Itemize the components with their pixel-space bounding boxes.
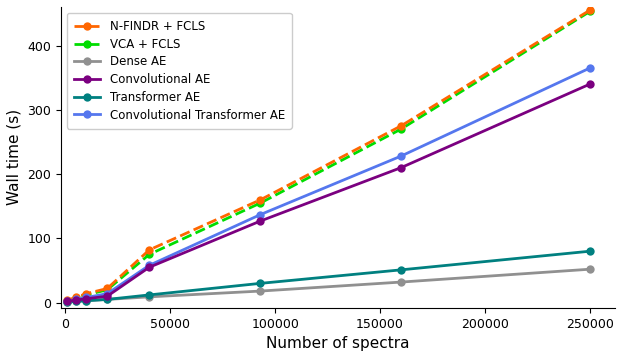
- Convolutional Transformer AE: [145, 263, 153, 267]
- Line: Convolutional Transformer AE: Convolutional Transformer AE: [63, 64, 594, 305]
- N-FINDR + FCLS: [586, 8, 593, 12]
- Dense AE: [397, 280, 405, 284]
- N-FINDR + FCLS: [64, 298, 71, 302]
- VCA + FCLS: [104, 287, 111, 292]
- Line: Transformer AE: Transformer AE: [63, 247, 594, 306]
- VCA + FCLS: [397, 127, 405, 131]
- Line: Dense AE: Dense AE: [63, 265, 594, 306]
- VCA + FCLS: [256, 201, 264, 205]
- N-FINDR + FCLS: [145, 248, 153, 252]
- Convolutional AE: [145, 265, 153, 270]
- N-FINDR + FCLS: [104, 286, 111, 291]
- Line: Convolutional AE: Convolutional AE: [63, 80, 594, 305]
- Transformer AE: [145, 293, 153, 297]
- Convolutional Transformer AE: [256, 212, 264, 217]
- Line: N-FINDR + FCLS: N-FINDR + FCLS: [63, 6, 594, 304]
- Dense AE: [72, 299, 79, 304]
- Convolutional Transformer AE: [64, 299, 71, 304]
- Y-axis label: Wall time (s): Wall time (s): [7, 109, 22, 205]
- Convolutional Transformer AE: [82, 295, 90, 300]
- Convolutional AE: [82, 297, 90, 301]
- VCA + FCLS: [64, 299, 71, 303]
- Legend: N-FINDR + FCLS, VCA + FCLS, Dense AE, Convolutional AE, Transformer AE, Convolut: N-FINDR + FCLS, VCA + FCLS, Dense AE, Co…: [67, 13, 292, 129]
- Convolutional Transformer AE: [72, 297, 79, 301]
- VCA + FCLS: [586, 9, 593, 14]
- Convolutional Transformer AE: [397, 154, 405, 158]
- Dense AE: [104, 297, 111, 301]
- N-FINDR + FCLS: [397, 124, 405, 128]
- Transformer AE: [256, 281, 264, 285]
- N-FINDR + FCLS: [256, 198, 264, 202]
- X-axis label: Number of spectra: Number of spectra: [266, 336, 410, 351]
- Transformer AE: [104, 297, 111, 301]
- Transformer AE: [64, 300, 71, 304]
- Convolutional Transformer AE: [586, 66, 593, 70]
- Convolutional AE: [72, 298, 79, 302]
- Dense AE: [586, 267, 593, 271]
- VCA + FCLS: [72, 296, 79, 300]
- Convolutional AE: [397, 165, 405, 170]
- Dense AE: [256, 289, 264, 293]
- Convolutional Transformer AE: [104, 291, 111, 296]
- Convolutional AE: [586, 82, 593, 86]
- Convolutional AE: [104, 294, 111, 298]
- Transformer AE: [586, 249, 593, 253]
- N-FINDR + FCLS: [72, 295, 79, 300]
- Line: VCA + FCLS: VCA + FCLS: [63, 7, 594, 305]
- N-FINDR + FCLS: [82, 291, 90, 296]
- Convolutional AE: [256, 219, 264, 223]
- Transformer AE: [82, 299, 90, 303]
- Dense AE: [145, 295, 153, 299]
- Transformer AE: [397, 268, 405, 272]
- Convolutional AE: [64, 299, 71, 304]
- VCA + FCLS: [145, 252, 153, 257]
- VCA + FCLS: [82, 293, 90, 297]
- Dense AE: [82, 299, 90, 303]
- Transformer AE: [72, 299, 79, 304]
- Dense AE: [64, 300, 71, 304]
